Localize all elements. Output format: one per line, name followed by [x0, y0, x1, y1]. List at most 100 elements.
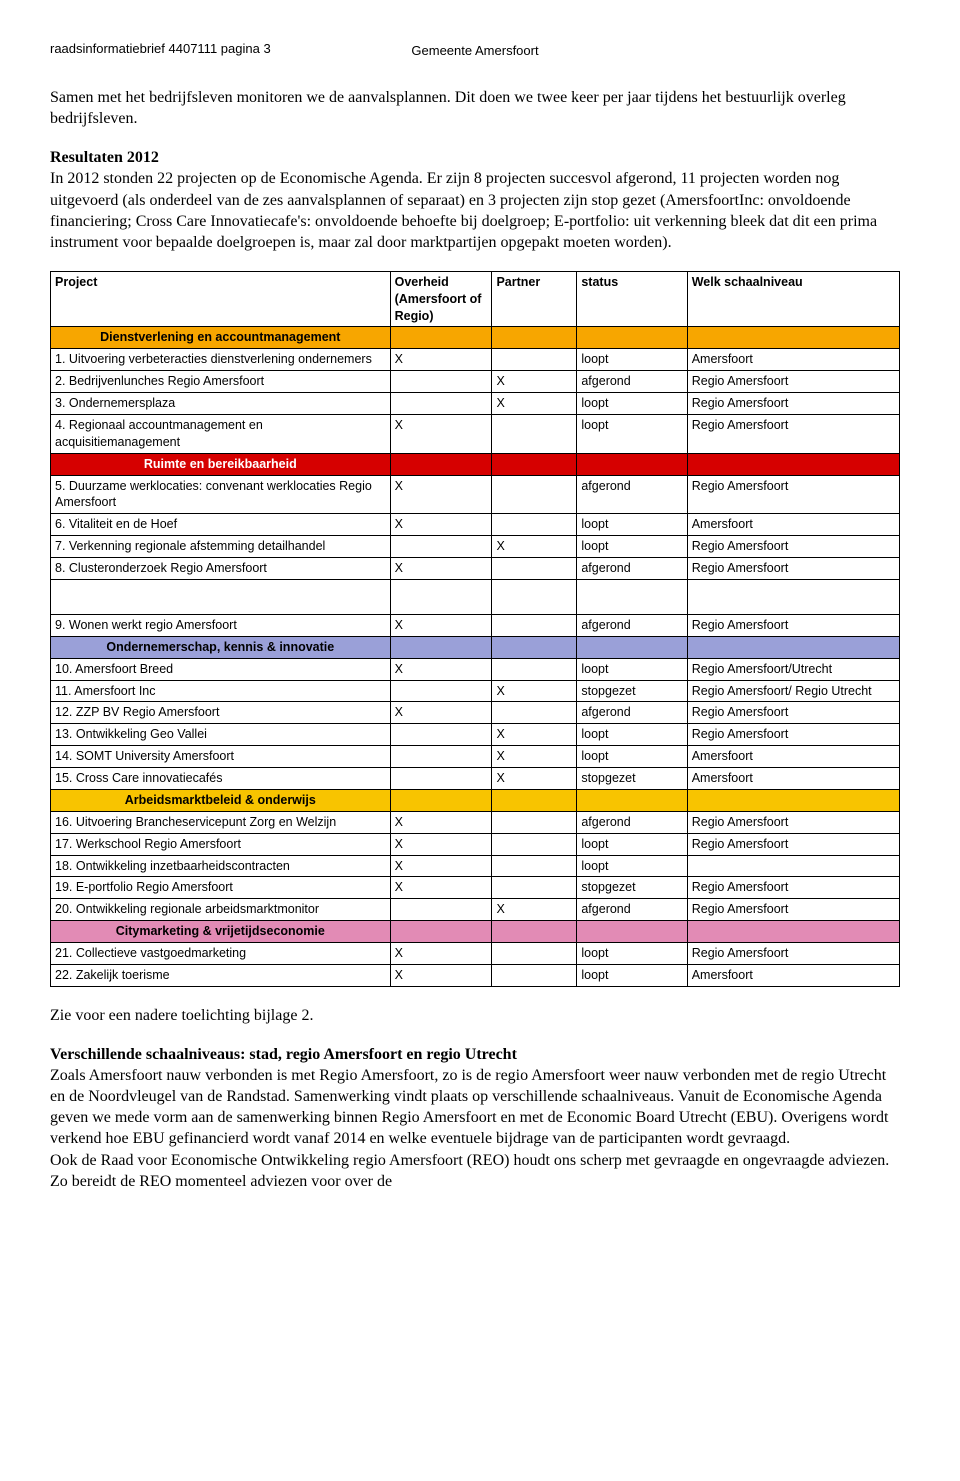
- table-cell: [687, 855, 899, 877]
- table-cell: 1. Uitvoering verbeteracties dienstverle…: [51, 349, 391, 371]
- spacer-row: [51, 579, 900, 614]
- table-cell: loopt: [577, 964, 687, 986]
- category-label: Ruimte en bereikbaarheid: [51, 453, 391, 475]
- table-cell: [492, 475, 577, 514]
- table-cell: X: [492, 536, 577, 558]
- spacer-cell: [687, 579, 899, 614]
- table-cell: [492, 349, 577, 371]
- table-row: 20. Ontwikkeling regionale arbeidsmarktm…: [51, 899, 900, 921]
- category-cell: [390, 921, 492, 943]
- category-row: Ondernemerschap, kennis & innovatie: [51, 636, 900, 658]
- table-cell: Amersfoort: [687, 964, 899, 986]
- category-cell: [492, 453, 577, 475]
- table-cell: Regio Amersfoort: [687, 811, 899, 833]
- category-cell: [492, 789, 577, 811]
- table-cell: Regio Amersfoort: [687, 943, 899, 965]
- table-cell: loopt: [577, 536, 687, 558]
- table-cell: [390, 768, 492, 790]
- table-cell: X: [390, 702, 492, 724]
- table-row: 9. Wonen werkt regio AmersfoortXafgerond…: [51, 614, 900, 636]
- table-cell: X: [390, 349, 492, 371]
- table-cell: [492, 811, 577, 833]
- category-cell: [390, 789, 492, 811]
- table-cell: X: [492, 680, 577, 702]
- table-cell: X: [492, 371, 577, 393]
- table-cell: 17. Werkschool Regio Amersfoort: [51, 833, 391, 855]
- table-cell: afgerond: [577, 475, 687, 514]
- table-cell: loopt: [577, 724, 687, 746]
- table-cell: [390, 724, 492, 746]
- table-cell: 22. Zakelijk toerisme: [51, 964, 391, 986]
- table-cell: afgerond: [577, 371, 687, 393]
- category-row: Arbeidsmarktbeleid & onderwijs: [51, 789, 900, 811]
- table-cell: 19. E-portfolio Regio Amersfoort: [51, 877, 391, 899]
- th-schaal: Welk schaalniveau: [687, 271, 899, 327]
- table-cell: Regio Amersfoort: [687, 833, 899, 855]
- category-cell: [687, 327, 899, 349]
- table-cell: X: [492, 393, 577, 415]
- table-cell: [492, 614, 577, 636]
- category-cell: [390, 636, 492, 658]
- table-cell: Regio Amersfoort/ Regio Utrecht: [687, 680, 899, 702]
- table-row: 14. SOMT University AmersfoortXlooptAmer…: [51, 746, 900, 768]
- table-cell: Regio Amersfoort: [687, 724, 899, 746]
- table-cell: afgerond: [577, 614, 687, 636]
- table-cell: [492, 414, 577, 453]
- table-row: 15. Cross Care innovatiecafésXstopgezetA…: [51, 768, 900, 790]
- table-row: 11. Amersfoort IncXstopgezetRegio Amersf…: [51, 680, 900, 702]
- table-cell: 14. SOMT University Amersfoort: [51, 746, 391, 768]
- table-cell: Regio Amersfoort: [687, 536, 899, 558]
- table-cell: X: [390, 811, 492, 833]
- table-cell: Regio Amersfoort/Utrecht: [687, 658, 899, 680]
- table-cell: loopt: [577, 855, 687, 877]
- schaal-paragraph: Verschillende schaalniveaus: stad, regio…: [50, 1044, 900, 1192]
- category-cell: [492, 636, 577, 658]
- category-row: Citymarketing & vrijetijdseconomie: [51, 921, 900, 943]
- table-cell: 15. Cross Care innovatiecafés: [51, 768, 391, 790]
- intro-paragraph: Samen met het bedrijfsleven monitoren we…: [50, 87, 900, 129]
- table-cell: Regio Amersfoort: [687, 702, 899, 724]
- th-status: status: [577, 271, 687, 327]
- spacer-cell: [390, 579, 492, 614]
- table-row: 21. Collectieve vastgoedmarketingXlooptR…: [51, 943, 900, 965]
- category-row: Dienstverlening en accountmanagement: [51, 327, 900, 349]
- table-cell: afgerond: [577, 702, 687, 724]
- table-cell: X: [492, 768, 577, 790]
- category-cell: [577, 789, 687, 811]
- table-header-row: Project Overheid (Amersfoort of Regio) P…: [51, 271, 900, 327]
- table-cell: [390, 371, 492, 393]
- table-row: 10. Amersfoort BreedXlooptRegio Amersfoo…: [51, 658, 900, 680]
- table-cell: Amersfoort: [687, 349, 899, 371]
- table-cell: [492, 658, 577, 680]
- table-row: 7. Verkenning regionale afstemming detai…: [51, 536, 900, 558]
- table-row: 5. Duurzame werklocaties: convenant werk…: [51, 475, 900, 514]
- table-cell: stopgezet: [577, 680, 687, 702]
- table-cell: loopt: [577, 393, 687, 415]
- table-cell: [492, 833, 577, 855]
- table-cell: X: [390, 855, 492, 877]
- table-cell: loopt: [577, 746, 687, 768]
- table-cell: [492, 943, 577, 965]
- table-cell: X: [390, 877, 492, 899]
- category-label: Ondernemerschap, kennis & innovatie: [51, 636, 391, 658]
- table-cell: Regio Amersfoort: [687, 475, 899, 514]
- spacer-cell: [577, 579, 687, 614]
- table-cell: 9. Wonen werkt regio Amersfoort: [51, 614, 391, 636]
- category-cell: [577, 327, 687, 349]
- category-cell: [390, 327, 492, 349]
- category-label: Arbeidsmarktbeleid & onderwijs: [51, 789, 391, 811]
- table-cell: X: [390, 514, 492, 536]
- table-cell: 4. Regionaal accountmanagement en acquis…: [51, 414, 391, 453]
- table-cell: X: [390, 964, 492, 986]
- resultaten-paragraph: Resultaten 2012 In 2012 stonden 22 proje…: [50, 147, 900, 253]
- table-cell: 18. Ontwikkeling inzetbaarheidscontracte…: [51, 855, 391, 877]
- table-row: 4. Regionaal accountmanagement en acquis…: [51, 414, 900, 453]
- table-cell: 16. Uitvoering Brancheservicepunt Zorg e…: [51, 811, 391, 833]
- table-cell: 3. Ondernemersplaza: [51, 393, 391, 415]
- table-row: 17. Werkschool Regio AmersfoortXlooptReg…: [51, 833, 900, 855]
- category-cell: [687, 453, 899, 475]
- table-row: 22. Zakelijk toerismeXloopt Amersfoort: [51, 964, 900, 986]
- table-cell: Amersfoort: [687, 514, 899, 536]
- table-cell: loopt: [577, 414, 687, 453]
- category-cell: [577, 636, 687, 658]
